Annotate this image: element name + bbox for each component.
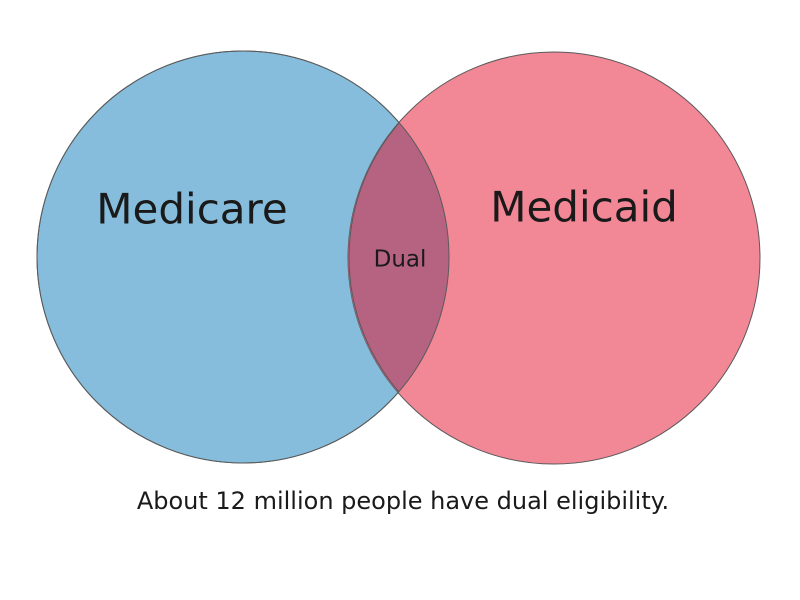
caption: About 12 million people have dual eligib… — [137, 487, 669, 515]
set-label: Medicaid — [490, 183, 678, 232]
overlap-edge — [348, 122, 400, 393]
intersection-label: Dual — [374, 247, 427, 273]
set-label: Medicare — [96, 185, 287, 234]
medicare-outline — [36, 50, 450, 464]
